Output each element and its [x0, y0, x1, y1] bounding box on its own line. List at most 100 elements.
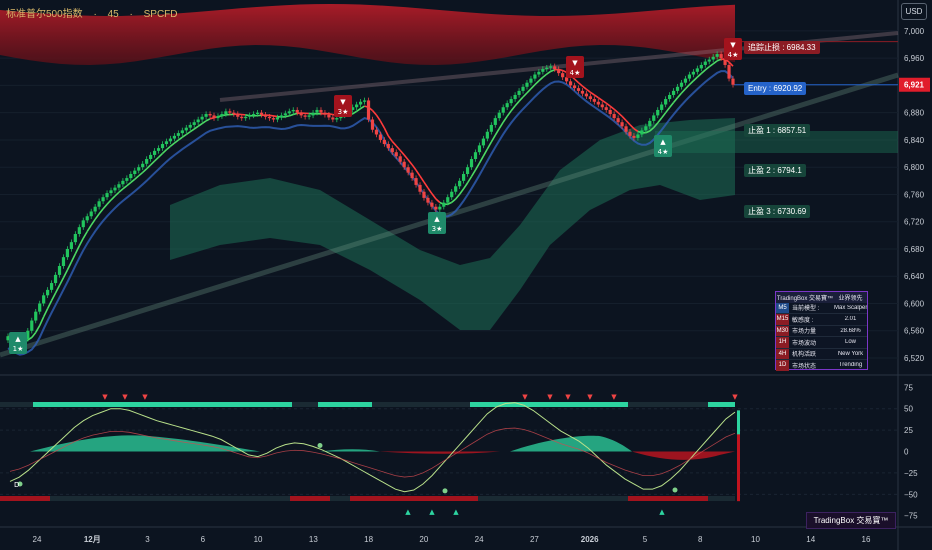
candle-body — [295, 109, 299, 113]
price-tick-label: 6,640 — [904, 272, 925, 281]
trailing-line — [585, 88, 591, 93]
osc-bull-area — [510, 435, 632, 452]
candle-body — [42, 295, 46, 304]
trailing-line — [680, 88, 687, 94]
time-tick-label: 6 — [201, 535, 206, 544]
candle-body — [180, 130, 184, 134]
candle-body — [596, 101, 600, 105]
trailing-line — [205, 118, 211, 122]
candle-body — [450, 191, 454, 198]
trailing-line — [106, 199, 112, 205]
candle-body — [53, 274, 58, 284]
candle-body — [299, 112, 303, 116]
price-tick-label: 7,000 — [904, 27, 925, 36]
candle-body — [533, 74, 537, 79]
candle-body — [279, 115, 283, 118]
info-panel: TradingBox 交易寶™ 业界领先 M5 当前模型 : Max Scalper… — [775, 291, 868, 371]
trailing-line — [423, 181, 429, 189]
candle-body — [65, 248, 70, 258]
buy-signal-box — [428, 212, 446, 234]
trailing-line — [498, 121, 504, 130]
candle-body — [331, 117, 335, 120]
candle-body — [584, 93, 589, 97]
candle-body — [477, 145, 482, 153]
trailing-line — [82, 231, 88, 239]
trailing-line — [165, 145, 171, 151]
trailing-line — [601, 99, 607, 104]
candle-body — [335, 118, 339, 120]
candle-body — [188, 124, 192, 128]
candle-body — [446, 197, 450, 203]
buy-arrow-icon: ▲ — [15, 335, 21, 343]
trailing-line — [42, 308, 49, 318]
candle-body — [176, 133, 180, 136]
candle-body — [358, 101, 363, 105]
trailing-line — [181, 133, 187, 138]
trailing-line — [692, 76, 698, 82]
candle-body — [493, 118, 497, 125]
info-panel-row: M15 敏感度 : 2.01 — [776, 313, 867, 325]
osc-state-bar-top — [628, 402, 708, 407]
currency-button[interactable]: USD — [901, 3, 927, 20]
candle-body — [652, 115, 656, 121]
candle-body — [731, 78, 735, 85]
trailing-line — [696, 72, 702, 78]
osc-state-bar-bottom — [330, 496, 350, 501]
candle-body — [580, 90, 585, 94]
trailing-line — [589, 91, 595, 96]
candle-body — [323, 112, 327, 115]
trailing-line — [285, 115, 290, 118]
candle-body — [156, 148, 161, 151]
time-tick-label: 5 — [643, 535, 648, 544]
candle-body — [97, 201, 101, 207]
take-profit-2-tag: 止盈 2 : 6794.1 — [744, 164, 806, 177]
buy-arrow-icon: ▲ — [434, 215, 440, 223]
candle-body — [382, 139, 386, 145]
sell-marker-icon: ▼ — [732, 393, 738, 401]
trailing-line — [189, 128, 195, 133]
candle-body — [263, 114, 268, 117]
time-tick-label: 12月 — [84, 535, 101, 544]
header-separator: · — [93, 9, 97, 20]
candle-body — [521, 86, 525, 91]
trailing-line — [455, 193, 461, 200]
trailing-line — [478, 155, 485, 164]
candle-body — [129, 174, 133, 179]
trailing-line — [66, 261, 73, 271]
time-tick-label: 18 — [364, 535, 373, 544]
trailing-line — [668, 101, 675, 108]
trailing-line — [653, 122, 659, 129]
candle-body — [204, 114, 208, 117]
candle-body — [69, 242, 73, 249]
candle-body — [255, 112, 260, 115]
candle-body — [707, 59, 711, 62]
trailing-line — [672, 97, 679, 103]
trailing-line — [161, 149, 168, 155]
trailing-line — [538, 76, 544, 82]
candle-body — [105, 193, 109, 198]
trailing-line — [169, 142, 175, 147]
trailing-line — [122, 185, 128, 190]
candle-body — [117, 184, 121, 188]
timeframe-cell: M5 — [776, 302, 789, 313]
sell-arrow-icon: ▼ — [340, 98, 346, 106]
symbol-header[interactable]: 标准普尔500指数 · 45 · SPCFD — [6, 5, 186, 20]
candle-body — [410, 172, 414, 179]
trailing-line — [356, 107, 362, 112]
osc-bear-area — [632, 451, 735, 460]
candle-body — [513, 94, 517, 100]
candle-body — [125, 178, 129, 181]
candle-body — [6, 336, 10, 341]
info-row-value: Max Scalper — [834, 304, 867, 311]
candle-body — [489, 124, 493, 132]
price-tick-label: 6,720 — [904, 218, 925, 227]
trailing-line — [328, 113, 333, 116]
candle-body — [212, 115, 216, 119]
sell-signal-box — [566, 56, 584, 78]
candle-body — [307, 115, 311, 117]
trailing-line — [657, 117, 663, 124]
signal-label: 1★ — [13, 345, 24, 353]
trailing-line — [102, 203, 108, 210]
candle-body — [497, 112, 501, 119]
price-tick-label: 6,680 — [904, 245, 925, 254]
